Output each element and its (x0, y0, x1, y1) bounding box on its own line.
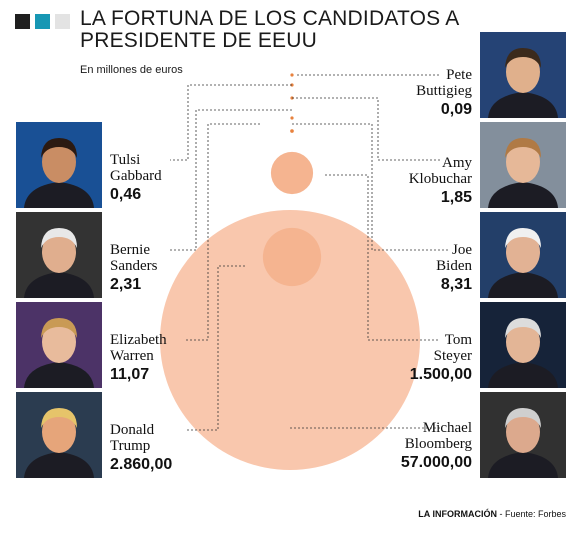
candidate-value: 1.500,00 (409, 366, 472, 383)
candidate-last-name: Warren (110, 348, 154, 364)
candidate-first-name: Amy (442, 155, 472, 171)
portrait-biden (480, 212, 566, 298)
bubble-trump (262, 227, 322, 287)
chart-subtitle: En millones de euros (80, 64, 183, 76)
candidate-first-name: Elizabeth (110, 332, 167, 348)
candidate-label-sanders: Bernie Sanders 2,31 (110, 242, 158, 294)
candidate-value: 1,85 (440, 189, 472, 206)
leader-line-klobuchar (292, 97, 440, 161)
candidate-first-name: Donald (110, 422, 155, 438)
bubble-buttigieg (290, 73, 294, 77)
candidate-label-gabbard: Tulsi Gabbard 0,46 (110, 152, 162, 204)
leader-line-trump (185, 265, 245, 431)
source-text: - Fuente: Forbes (496, 509, 566, 519)
candidate-first-name: Bernie (110, 242, 150, 258)
candidate-label-buttigieg: Pete Buttigieg 0,09 (416, 67, 472, 119)
candidate-first-name: Tulsi (110, 152, 141, 168)
candidate-label-bloomberg: Michael Bloomberg 57.000,00 (401, 420, 472, 472)
portrait-bloomberg (480, 392, 566, 478)
bubble-bloomberg (160, 210, 420, 470)
candidate-last-name: Biden (436, 258, 472, 274)
portrait-warren (16, 302, 102, 388)
candidate-last-name: Gabbard (110, 168, 162, 184)
candidate-value: 57.000,00 (400, 454, 472, 471)
candidate-first-name: Michael (422, 420, 472, 436)
source-credit: LA INFORMACIÓN - Fuente: Forbes (418, 509, 566, 519)
candidate-last-name: Bloomberg (404, 436, 472, 452)
candidate-first-name: Tom (444, 332, 472, 348)
portrait-klobuchar (480, 122, 566, 208)
candidate-label-warren: Elizabeth Warren 11,07 (110, 332, 167, 384)
candidate-first-name: Pete (446, 67, 472, 83)
candidate-last-name: Steyer (433, 348, 472, 364)
bubble-biden (290, 129, 294, 133)
candidate-last-name: Trump (110, 438, 151, 454)
candidate-label-klobuchar: Amy Klobuchar 1,85 (409, 155, 472, 207)
source-brand: LA INFORMACIÓN (418, 509, 497, 519)
portrait-sanders (16, 212, 102, 298)
candidate-value: 0,46 (110, 186, 142, 203)
candidate-label-steyer: Tom Steyer 1.500,00 (410, 332, 472, 384)
decor-square-light (55, 14, 70, 29)
candidate-value: 8,31 (440, 276, 472, 293)
candidate-label-biden: Joe Biden 8,31 (436, 242, 472, 294)
portrait-trump (16, 392, 102, 478)
leader-line-steyer (325, 174, 440, 341)
candidate-last-name: Sanders (110, 258, 158, 274)
candidate-value: 11,07 (110, 366, 150, 383)
candidate-first-name: Joe (452, 242, 472, 258)
candidate-last-name: Buttigieg (416, 83, 472, 99)
bubble-steyer (270, 151, 314, 195)
candidate-value: 0,09 (440, 101, 472, 118)
bubble-sanders (290, 116, 294, 120)
decor-square-dark (15, 14, 30, 29)
candidate-label-trump: Donald Trump 2.860,00 (110, 422, 172, 474)
candidate-value: 2.860,00 (110, 456, 173, 473)
leader-line-warren (185, 123, 260, 341)
leader-line-biden (292, 123, 450, 251)
chart-title: LA FORTUNA DE LOS CANDIDATOS A PRESIDENT… (80, 7, 459, 52)
candidate-value: 2,31 (110, 276, 142, 293)
portrait-gabbard (16, 122, 102, 208)
candidate-last-name: Klobuchar (408, 171, 472, 187)
leader-line-gabbard (170, 84, 292, 161)
portrait-steyer (480, 302, 566, 388)
portrait-buttigieg (480, 32, 566, 118)
leader-line-sanders (168, 109, 292, 251)
decor-square-teal (35, 14, 50, 29)
